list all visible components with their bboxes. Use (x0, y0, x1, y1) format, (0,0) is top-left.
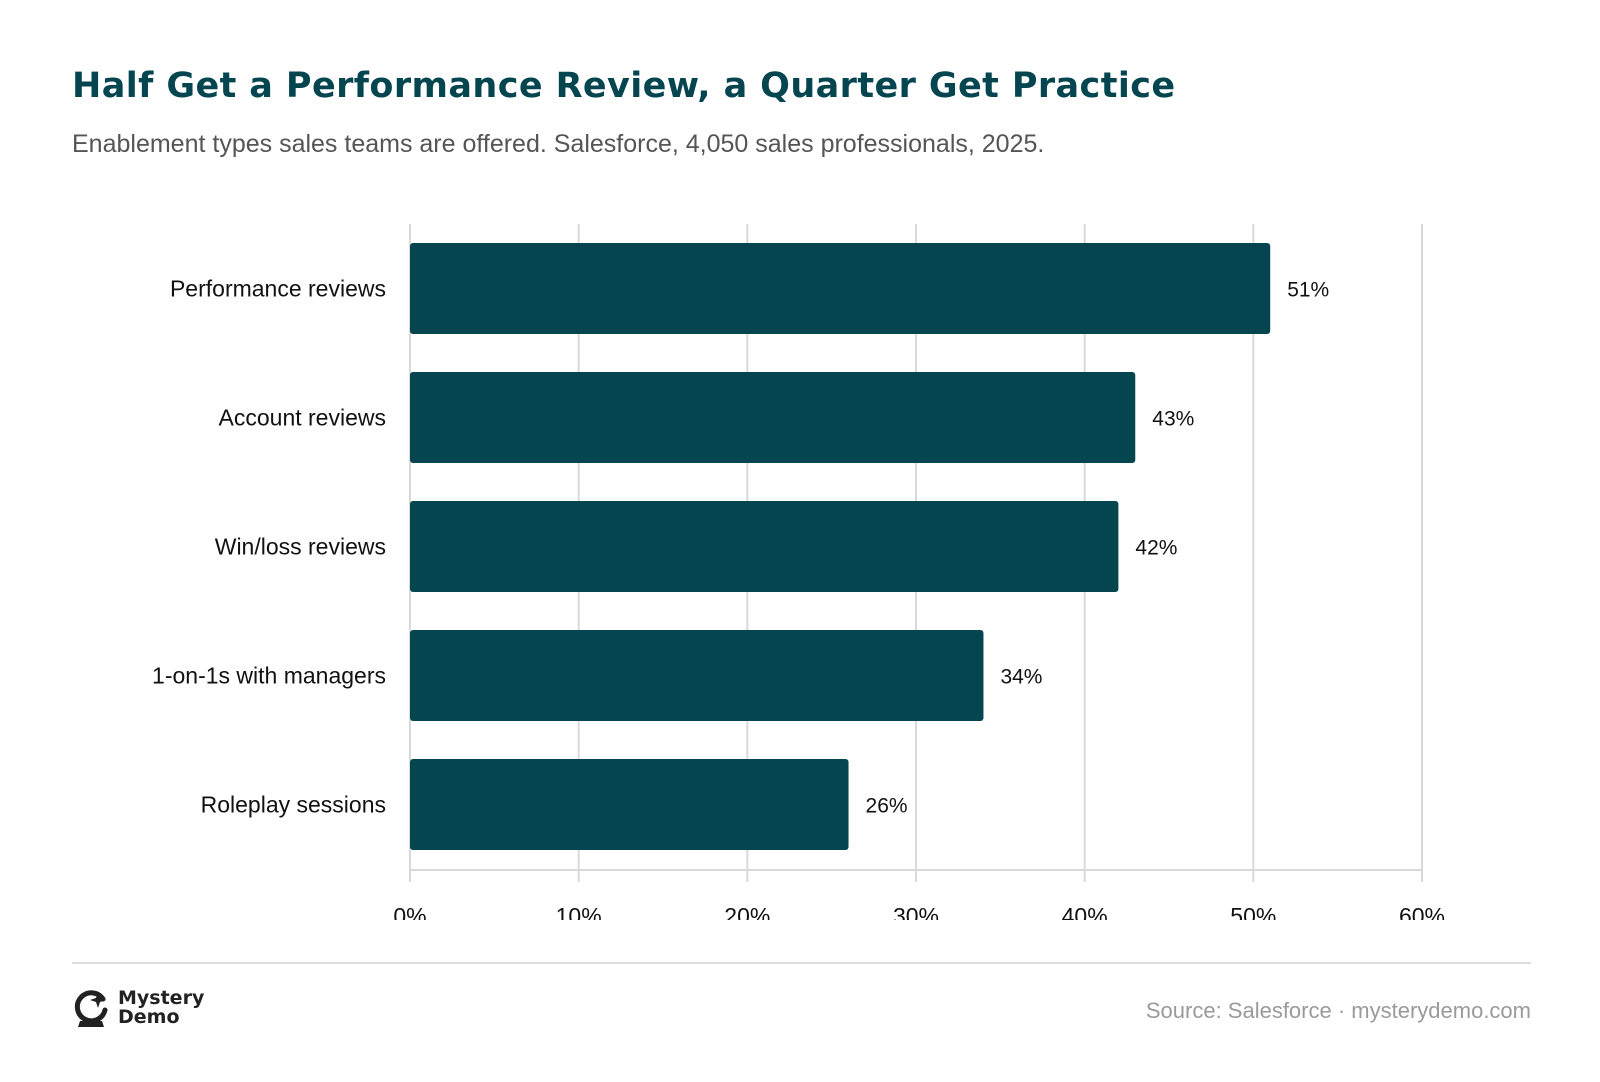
brand-name-line2: Demo (118, 1006, 180, 1028)
x-tick-label: 20% (724, 903, 770, 920)
bar (410, 630, 984, 721)
category-label: Roleplay sessions (201, 792, 386, 818)
category-label: Account reviews (219, 405, 386, 431)
bar (410, 501, 1119, 592)
value-label: 34% (1000, 666, 1042, 689)
source-note: Source: Salesforce · mysterydemo.com (1145, 998, 1531, 1023)
bar (410, 243, 1271, 334)
value-label: 26% (866, 795, 908, 818)
value-label: 43% (1152, 408, 1194, 431)
chart-title: Half Get a Performance Review, a Quarter… (72, 66, 1176, 106)
brand-logo: Mystery Demo (72, 988, 204, 1028)
x-tick-label: 30% (893, 903, 939, 920)
brand-name: Mystery Demo (118, 989, 204, 1027)
bar-chart: 0% 10% 20% 30% 40% 50% 60% Performance reviews 5… (152, 224, 1445, 921)
brand-name-line1: Mystery (118, 987, 205, 1009)
x-tick-label: 60% (1399, 903, 1445, 920)
crystal-ball-sparkle-icon (74, 990, 108, 1027)
footer-divider (72, 962, 1531, 964)
bar (410, 759, 849, 850)
labels: 0% 10% 20% 30% 40% 50% 60% Performance reviews 5… (152, 276, 1445, 921)
bars (410, 243, 1271, 850)
category-label: 1-on-1s with managers (152, 663, 386, 689)
category-label: Performance reviews (170, 276, 386, 302)
value-label: 42% (1135, 537, 1177, 560)
category-label: Win/loss reviews (215, 534, 386, 560)
x-tick-label: 50% (1230, 903, 1276, 920)
x-tick-label: 0% (393, 903, 426, 920)
x-tick-label: 10% (556, 903, 602, 920)
chart-subtitle: Enablement types sales teams are offered… (72, 130, 1045, 158)
value-label: 51% (1287, 279, 1329, 302)
x-tick-label: 40% (1062, 903, 1108, 920)
bar (410, 372, 1136, 463)
